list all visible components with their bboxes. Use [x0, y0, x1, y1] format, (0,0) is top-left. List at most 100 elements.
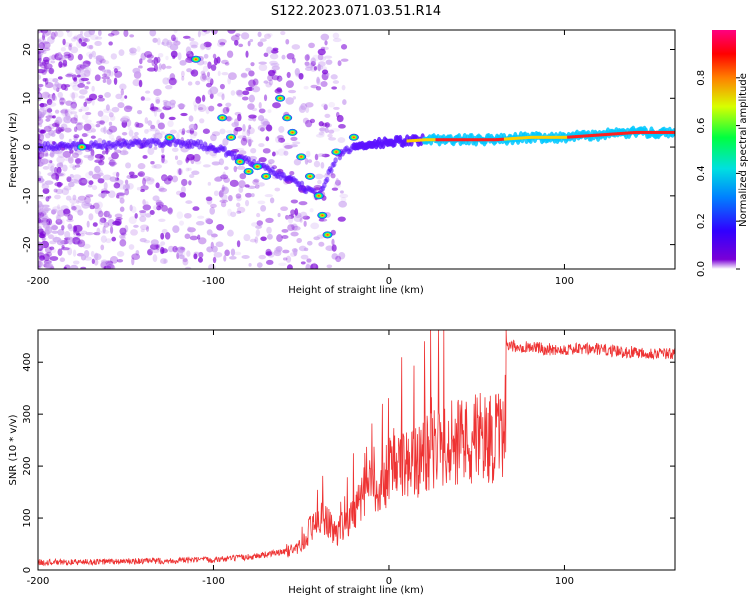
spectrogram-noise-cell	[76, 199, 80, 204]
spectrogram-core-cell	[464, 138, 468, 142]
spectrogram-noise-cell	[158, 63, 162, 71]
spectrogram-noise-cell	[233, 127, 239, 136]
spectrogram-noise-cell	[185, 46, 192, 55]
spectrogram-noise-cell	[250, 62, 255, 67]
spectrogram-noise-cell	[264, 33, 271, 40]
spectrogram-noise-cell	[308, 42, 315, 49]
spectrogram-noise-cell	[325, 59, 333, 65]
spectrogram-noise-cell	[77, 83, 86, 88]
spectrogram-noise-cell	[200, 43, 207, 50]
spectrogram-noise-cell	[250, 147, 257, 154]
spectrogram-noise-cell	[246, 129, 251, 137]
spectrogram-energy-blob	[317, 211, 328, 219]
spectrogram-noise-cell	[227, 76, 232, 85]
spectrogram-noise-cell	[270, 62, 280, 67]
spectrogram-noise-cell	[89, 205, 95, 210]
spectrogram-noise-cell	[71, 92, 76, 101]
spectrogram-noise-cell	[335, 255, 342, 263]
spectrogram-noise-cell	[38, 49, 45, 54]
spectrogram-noise-cell	[38, 217, 42, 224]
spectrogram-noise-cell	[55, 116, 63, 125]
spectrogram-noise-cell	[155, 106, 160, 111]
spectrogram-noise-cell	[116, 259, 124, 263]
spectrogram-noise-cell	[190, 44, 198, 49]
spectrogram-noise-cell	[287, 215, 292, 220]
spectrogram-noise-cell	[100, 127, 106, 133]
spectrogram-noise-cell	[256, 212, 261, 218]
spectrogram-noise-cell	[41, 221, 47, 226]
spectrogram-noise-cell	[140, 52, 147, 61]
spectrogram-noise-cell	[149, 106, 159, 112]
spectrogram-noise-cell	[38, 209, 43, 214]
spectrogram-noise-cell	[81, 133, 88, 138]
spectrogram-noise-cell	[305, 263, 311, 269]
spectrogram-noise-cell	[140, 228, 145, 233]
spectrogram-noise-cell	[206, 71, 211, 78]
spectrogram-noise-cell	[140, 224, 149, 231]
spectrogram-noise-cell	[78, 177, 88, 186]
spectrogram-noise-cell	[221, 108, 226, 115]
spectrogram-noise-cell	[258, 108, 266, 114]
spectrogram-energy-blob	[304, 172, 315, 180]
spectrogram-noise-cell	[50, 95, 58, 102]
spectrogram-noise-cell	[309, 208, 314, 213]
spectrogram-noise-cell	[39, 195, 46, 199]
spectrogram-noise-cell	[211, 245, 218, 253]
spectrogram-noise-cell	[54, 31, 58, 37]
spectrogram-noise-cell	[286, 71, 291, 79]
spectrogram-noise-cell	[63, 208, 71, 215]
spectrogram-noise-cell	[152, 254, 158, 263]
y-tick-label: 300	[22, 405, 33, 424]
spectrogram-noise-cell	[82, 243, 91, 249]
spectrogram-noise-cell	[205, 106, 210, 115]
spectrogram-noise-cell	[160, 258, 168, 265]
spectrogram-noise-cell	[317, 153, 326, 158]
spectrogram-noise-cell	[39, 62, 48, 69]
spectrogram-noise-cell	[188, 115, 194, 122]
spectrogram-noise-cell	[222, 106, 230, 114]
spectrogram-noise-cell	[198, 237, 207, 245]
spectrogram-noise-cell	[152, 37, 158, 43]
spectrogram-noise-cell	[98, 217, 105, 225]
spectrogram-noise-cell	[230, 90, 236, 96]
spectrogram-core-cell	[432, 138, 436, 142]
colorbar-gradient	[712, 30, 736, 269]
spectrogram-noise-cell	[76, 74, 81, 78]
spectrogram-noise-cell	[305, 63, 314, 68]
spectrogram-core-cell	[406, 139, 410, 143]
spectrogram-noise-cell	[158, 187, 168, 193]
spectrogram-noise-cell	[56, 214, 61, 223]
spectrogram-noise-cell	[46, 159, 52, 163]
spectrogram-noise-cell	[248, 262, 252, 267]
spectrogram-noise-cell	[222, 171, 226, 180]
spectrogram-noise-cell	[51, 92, 56, 101]
spectrogram-noise-cell	[292, 141, 301, 145]
spectrogram-noise-cell	[274, 88, 283, 94]
spectrogram-noise-cell	[130, 229, 138, 236]
spectrogram-noise-cell	[50, 208, 58, 214]
spectrogram-noise-cell	[337, 60, 342, 67]
spectrogram-noise-cell	[192, 153, 201, 162]
spectrogram-noise-cell	[128, 129, 134, 137]
spectrogram-noise-cell	[38, 117, 44, 125]
spectrogram-noise-cell	[215, 176, 223, 182]
spectrogram-noise-cell	[38, 158, 46, 166]
spectrogram-noise-cell	[108, 190, 116, 199]
spectrogram-noise-cell	[77, 209, 84, 216]
spectrogram-noise-cell	[105, 238, 112, 244]
spectrogram-noise-cell	[200, 70, 206, 76]
spectrogram-noise-cell	[290, 231, 299, 237]
spectrogram-core-cell	[572, 135, 576, 139]
spectrogram-noise-cell	[54, 194, 61, 200]
spectrogram-noise-cell	[316, 234, 325, 239]
spectrogram-core-cell	[601, 133, 605, 137]
spectrogram-noise-cell	[91, 85, 95, 92]
spectrogram-noise-cell	[229, 255, 237, 260]
spectrogram-noise-cell	[78, 95, 85, 99]
spectrogram-noise-cell	[212, 256, 217, 264]
spectrogram-noise-cell	[94, 165, 101, 174]
spectrogram-noise-cell	[338, 200, 348, 208]
spectrogram-noise-cell	[70, 46, 79, 54]
spectrogram-noise-cell	[46, 98, 53, 105]
spectrogram-noise-cell	[305, 102, 314, 108]
